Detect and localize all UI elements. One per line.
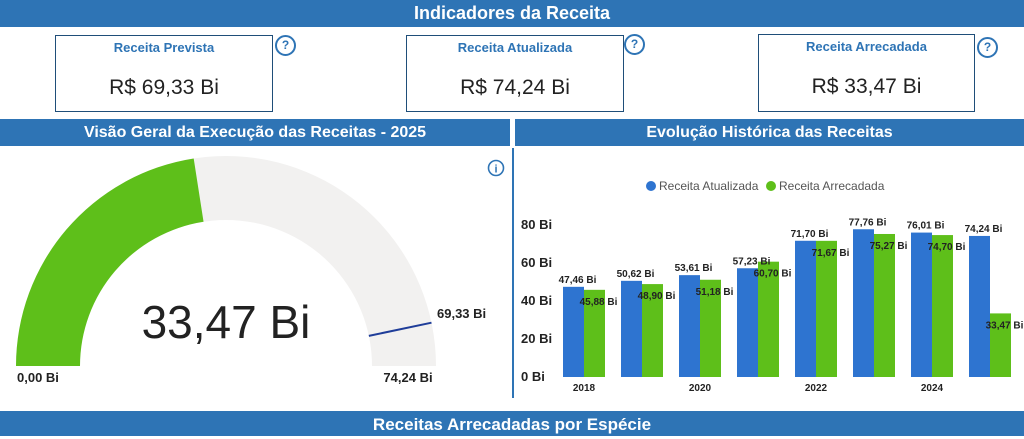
section-header-left: Visão Geral da Execução das Receitas - 2… [0, 119, 510, 146]
y-tick-label: 0 Bi [521, 369, 545, 384]
kpi-card-receita-prevista: Receita Prevista R$ 69,33 Bi [55, 35, 273, 112]
gauge-fill [16, 158, 204, 366]
section-header-bottom: Receitas Arrecadadas por Espécie [0, 411, 1024, 436]
data-label-arrecadada: 48,90 Bi [638, 291, 676, 302]
data-label-arrecadada: 75,27 Bi [870, 241, 908, 252]
kpi-value: R$ 33,47 Bi [811, 75, 922, 98]
kpi-value: R$ 74,24 Bi [460, 76, 570, 99]
y-tick-label: 20 Bi [521, 331, 552, 346]
gauge-target-marker [368, 321, 432, 337]
legend-marker [766, 181, 776, 191]
header-bar: Indicadores da Receita [0, 0, 1024, 27]
kpi-label: Receita Arrecadada [806, 39, 927, 54]
bar-receita-arrecadada [642, 284, 663, 377]
question-circle-icon[interactable]: ? [624, 34, 645, 55]
data-label-atualizada: 53,61 Bi [675, 263, 713, 274]
bar-receita-arrecadada [932, 235, 953, 377]
bar-receita-arrecadada [758, 261, 779, 377]
section-title: Evolução Histórica das Receitas [646, 124, 893, 141]
data-label-atualizada: 77,76 Bi [849, 217, 887, 228]
legend-label: Receita Arrecadada [779, 179, 885, 193]
bar-receita-arrecadada [990, 313, 1011, 377]
data-label-arrecadada: 60,70 Bi [754, 269, 792, 280]
section-divider [512, 148, 514, 398]
gauge-min-label: 0,00 Bi [17, 370, 59, 385]
kpi-label: Receita Atualizada [457, 40, 573, 55]
data-label-arrecadada: 33,47 Bi [986, 320, 1024, 331]
bar-receita-atualizada [621, 280, 642, 377]
data-label-atualizada: 47,46 Bi [559, 275, 597, 286]
svg-text:i: i [494, 164, 497, 176]
section-title: Receitas Arrecadadas por Espécie [372, 415, 652, 434]
x-tick-label: 2022 [805, 383, 828, 394]
data-label-atualizada: 57,23 Bi [733, 256, 771, 267]
gauge-chart: 33,47 Bi 0,00 Bi 74,24 Bi 69,33 Bi i [16, 156, 505, 385]
bar-receita-arrecadada [816, 240, 837, 377]
bar-receita-atualizada [679, 275, 700, 377]
section-title: Visão Geral da Execução das Receitas - 2… [83, 124, 427, 141]
kpi-label: Receita Prevista [113, 40, 215, 55]
bar-receita-atualizada [853, 229, 874, 377]
historical-bar-chart: Receita Atualizada Receita Arrecadada 0 … [521, 179, 1024, 394]
data-label-arrecadada: 71,67 Bi [812, 248, 850, 259]
x-tick-label: 2020 [689, 383, 712, 394]
bar-receita-arrecadada [874, 233, 895, 377]
x-tick-label: 2024 [921, 383, 944, 394]
data-label-atualizada: 50,62 Bi [617, 269, 655, 280]
data-label-atualizada: 71,70 Bi [791, 229, 829, 240]
legend-label: Receita Atualizada [659, 179, 759, 193]
bar-receita-atualizada [737, 268, 758, 377]
page-title: Indicadores da Receita [413, 3, 611, 23]
gauge-value-label: 33,47 Bi [142, 296, 311, 348]
bar-receita-atualizada [969, 235, 990, 377]
bar-receita-atualizada [795, 240, 816, 377]
question-circle-icon[interactable]: ? [977, 37, 998, 58]
legend-marker [646, 181, 656, 191]
bar-receita-arrecadada [700, 279, 721, 377]
question-circle-icon[interactable]: ? [275, 35, 296, 56]
bar-receita-arrecadada [584, 289, 605, 377]
kpi-card-receita-atualizada: Receita Atualizada R$ 74,24 Bi [406, 35, 624, 112]
kpi-card-receita-arrecadada: Receita Arrecadada R$ 33,47 Bi [758, 34, 975, 112]
data-label-atualizada: 76,01 Bi [907, 221, 945, 232]
section-header-right: Evolução Histórica das Receitas [515, 119, 1024, 146]
data-label-arrecadada: 74,70 Bi [928, 242, 966, 253]
bar-receita-atualizada [911, 232, 932, 377]
x-tick-label: 2018 [573, 383, 596, 394]
gauge-max-label: 74,24 Bi [383, 370, 432, 385]
bar-receita-atualizada [563, 286, 584, 377]
data-label-arrecadada: 45,88 Bi [580, 297, 618, 308]
kpi-value: R$ 69,33 Bi [109, 76, 219, 99]
gauge-target-label: 69,33 Bi [437, 306, 486, 321]
y-tick-label: 40 Bi [521, 293, 552, 308]
data-label-atualizada: 74,24 Bi [965, 224, 1003, 235]
info-circle-icon[interactable]: i [487, 159, 505, 177]
data-label-arrecadada: 51,18 Bi [696, 287, 734, 298]
chart-legend: Receita Atualizada Receita Arrecadada [646, 179, 885, 193]
y-tick-label: 80 Bi [521, 217, 552, 232]
y-tick-label: 60 Bi [521, 255, 552, 270]
